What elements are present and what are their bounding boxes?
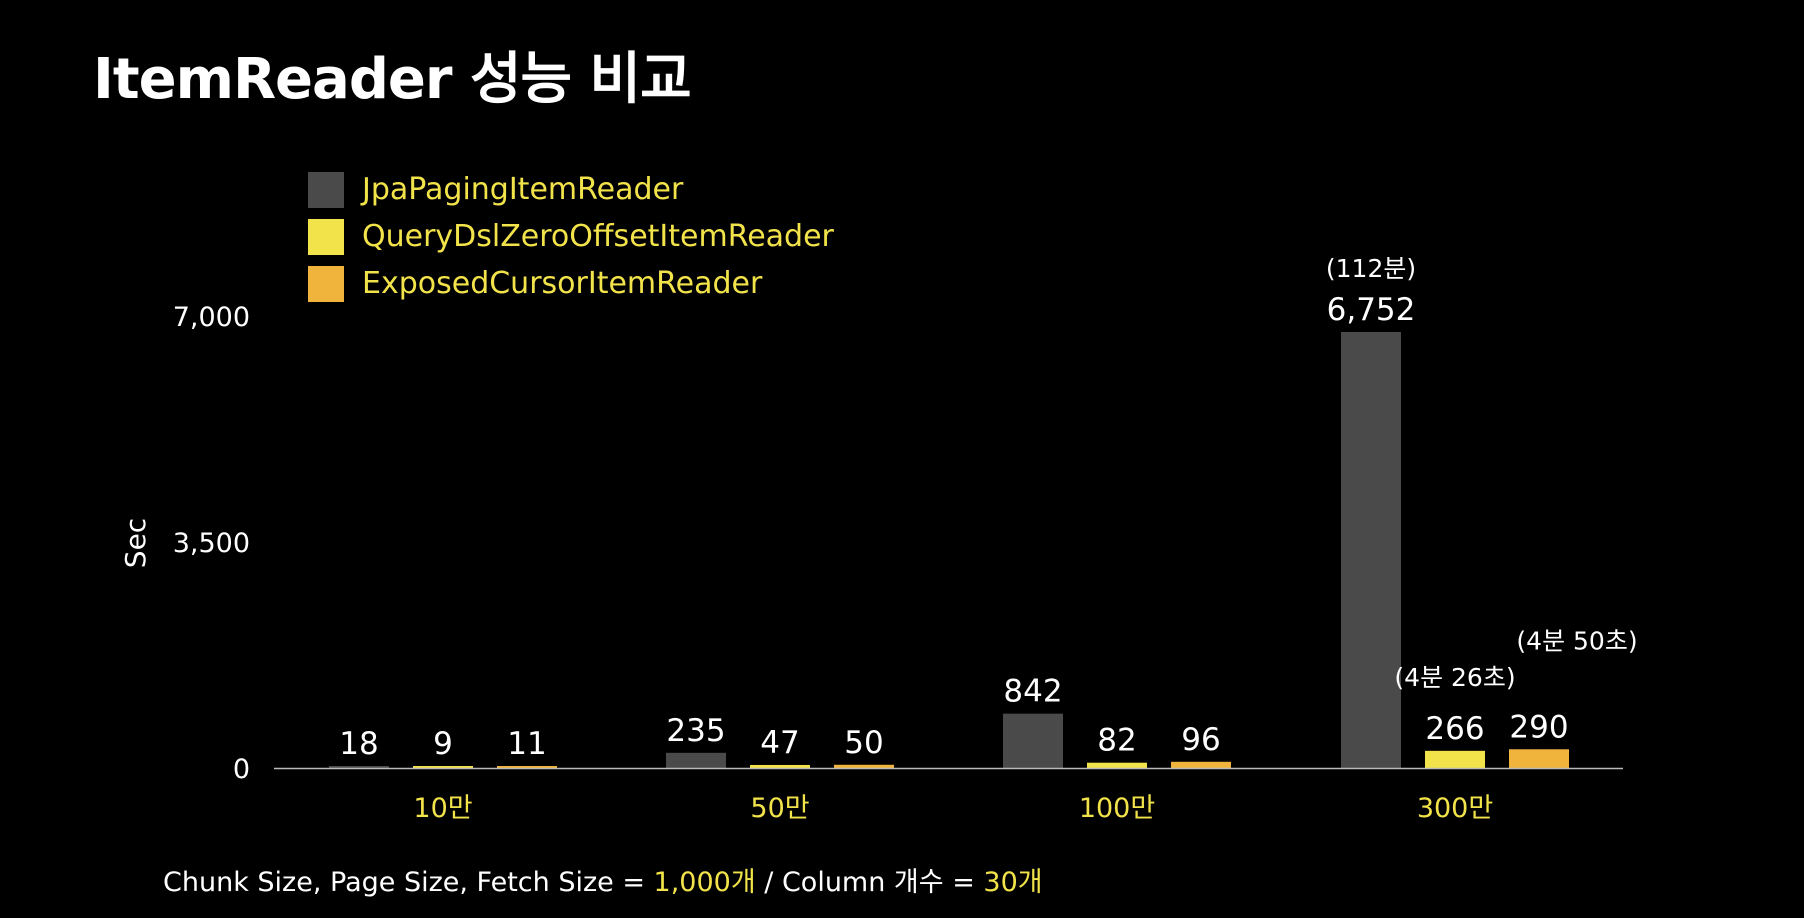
bar — [1087, 762, 1147, 768]
y-tick-label: 0 — [233, 754, 250, 785]
data-label: 96 — [1181, 722, 1220, 758]
data-label: 18 — [339, 726, 378, 762]
x-tick-label: 10만 — [413, 793, 472, 824]
annotation-label: (4분 50초) — [1516, 626, 1637, 655]
footnote-text-1: Chunk Size, Page Size, Fetch Size = — [163, 867, 654, 898]
data-label: 9 — [433, 726, 453, 762]
footnote-value-2: 30개 — [983, 867, 1043, 898]
legend-swatch-jpa — [308, 171, 344, 208]
bar — [1003, 713, 1063, 768]
bar — [1341, 332, 1401, 768]
annotation-label: (4분 26초) — [1394, 663, 1515, 692]
data-label: 235 — [666, 713, 725, 749]
x-tick-label: 300만 — [1417, 793, 1493, 824]
data-label: 266 — [1425, 711, 1484, 747]
bar — [1171, 761, 1231, 768]
bar — [834, 764, 894, 768]
legend-item-exposed: ExposedCursorItemReader — [308, 260, 834, 307]
annotation-label: (112분) — [1326, 254, 1416, 283]
slide-title: ItemReader 성능 비교 — [93, 47, 692, 112]
bar — [1509, 749, 1569, 768]
data-label: 47 — [760, 725, 799, 761]
data-label: 842 — [1003, 674, 1062, 710]
bar — [666, 752, 726, 768]
footnote-text-2: / Column 개수 = — [755, 867, 984, 898]
bar — [497, 766, 557, 768]
legend-item-jpa: JpaPagingItemReader — [308, 166, 834, 213]
bar — [1425, 750, 1485, 768]
legend-label-querydsl: QueryDslZeroOffsetItemReader — [362, 219, 834, 254]
legend-label-exposed: ExposedCursorItemReader — [362, 266, 763, 301]
labels-group: 0 3,500 7,000 10만 50만 100만 300만 18 235 842 6,752 9 4… — [173, 254, 1638, 824]
data-label: 50 — [844, 725, 883, 761]
y-tick-label: 3,500 — [173, 528, 250, 559]
footnote: Chunk Size, Page Size, Fetch Size = 1,00… — [163, 860, 1043, 899]
y-axis-label: Sec — [119, 518, 152, 568]
bar — [413, 766, 473, 768]
data-label: 11 — [507, 726, 546, 762]
footnote-value-1: 1,000개 — [653, 867, 756, 898]
data-label: 6,752 — [1327, 292, 1416, 328]
data-label: 82 — [1097, 723, 1136, 759]
legend-swatch-exposed — [308, 265, 344, 302]
x-tick-label: 100만 — [1079, 793, 1155, 824]
legend-item-querydsl: QueryDslZeroOffsetItemReader — [308, 213, 834, 260]
chart-legend: JpaPagingItemReader QueryDslZeroOffsetIt… — [308, 166, 834, 307]
legend-swatch-querydsl — [308, 218, 344, 255]
legend-label-jpa: JpaPagingItemReader — [362, 172, 684, 207]
bar — [329, 766, 389, 768]
bars-group — [329, 332, 1569, 768]
data-label: 290 — [1509, 709, 1568, 745]
x-tick-label: 50만 — [750, 793, 809, 824]
y-tick-label: 7,000 — [173, 302, 250, 333]
bar — [750, 764, 810, 768]
